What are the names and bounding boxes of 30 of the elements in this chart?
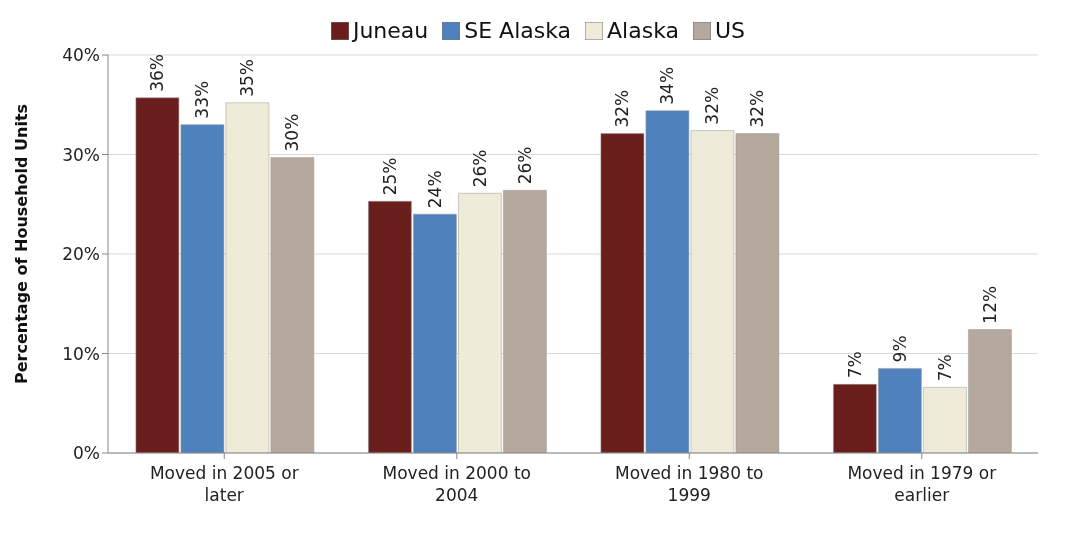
data-label: 26%	[469, 149, 490, 188]
data-label: 36%	[147, 53, 168, 92]
x-tick-label: Moved in 2005 or later	[149, 463, 299, 505]
data-label: 12%	[979, 285, 1000, 324]
data-label: 32%	[747, 89, 768, 128]
data-label: 34%	[657, 66, 678, 105]
y-tick-label: 10%	[62, 343, 100, 364]
data-label: 30%	[282, 113, 303, 152]
y-tick-label: 30%	[62, 144, 100, 165]
data-label: 32%	[612, 89, 633, 128]
data-label: 24%	[424, 170, 445, 209]
data-label: 33%	[192, 80, 213, 119]
data-label: 9%	[889, 335, 910, 363]
legend-label: US	[715, 18, 746, 43]
data-label: 7%	[934, 354, 955, 382]
legend-label: Alaska	[607, 18, 680, 43]
data-label: 7%	[844, 351, 865, 379]
legend-label: Juneau	[352, 18, 429, 43]
data-label: 35%	[237, 58, 258, 97]
y-tick-label: 20%	[62, 244, 100, 265]
x-tick-label: Moved in 1979 or earlier	[847, 463, 997, 505]
data-label: 25%	[379, 157, 400, 196]
y-tick-label: 40%	[62, 45, 100, 66]
y-tick-label: 0%	[73, 443, 100, 464]
y-axis-title: Percentage of Household Units	[11, 103, 31, 384]
x-tick-label: Moved in 2000 to 2004	[382, 463, 531, 505]
x-tick-label: Moved in 1980 to 1999	[615, 463, 764, 505]
legend-label: SE Alaska	[464, 18, 572, 43]
data-label: 32%	[702, 86, 723, 125]
data-label: 26%	[514, 146, 535, 185]
